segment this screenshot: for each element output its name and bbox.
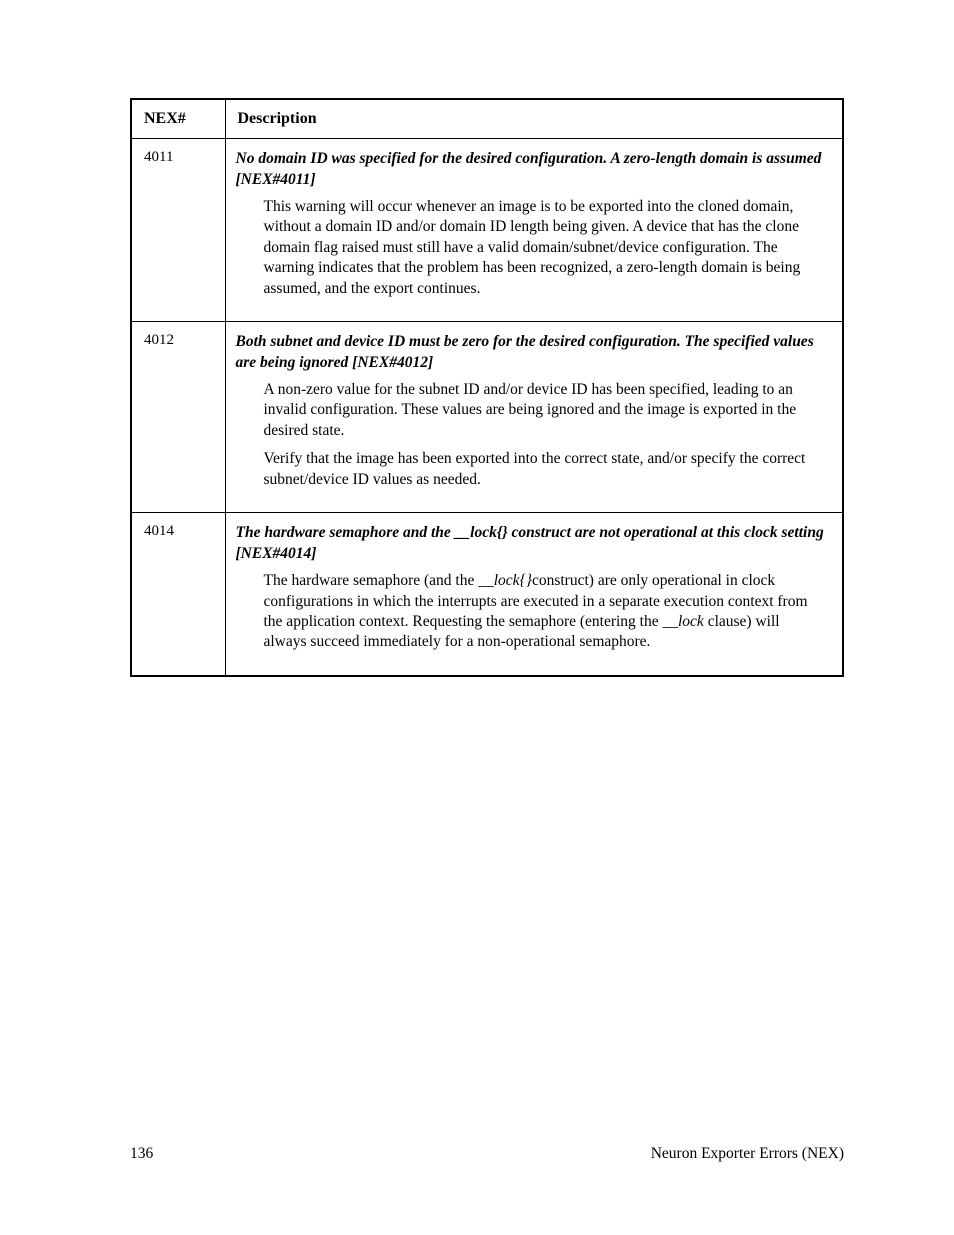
error-table: NEX# Description 4011 No domain ID was s… xyxy=(130,98,844,677)
table-row: 4014 The hardware semaphore and the __lo… xyxy=(131,513,843,676)
section-title: Neuron Exporter Errors (NEX) xyxy=(651,1145,844,1163)
text-run: The hardware semaphore (and the xyxy=(264,572,479,589)
header-description: Description xyxy=(225,99,843,139)
error-para: This warning will occur whenever an imag… xyxy=(264,197,825,299)
error-title: Both subnet and device ID must be zero f… xyxy=(236,332,825,374)
table-row: 4011 No domain ID was specified for the … xyxy=(131,139,843,322)
page-footer: 136 Neuron Exporter Errors (NEX) xyxy=(130,1145,844,1163)
error-para: The hardware semaphore (and the __lock{}… xyxy=(264,571,825,653)
page-number: 136 xyxy=(130,1145,153,1163)
error-title: The hardware semaphore and the __lock{} … xyxy=(236,523,825,565)
error-code: 4012 xyxy=(131,322,225,513)
error-para: Verify that the image has been exported … xyxy=(264,449,825,490)
error-para: A non-zero value for the subnet ID and/o… xyxy=(264,380,825,441)
table-row: 4012 Both subnet and device ID must be z… xyxy=(131,322,843,513)
error-code: 4014 xyxy=(131,513,225,676)
error-description: Both subnet and device ID must be zero f… xyxy=(225,322,843,513)
header-nex: NEX# xyxy=(131,99,225,139)
error-description: The hardware semaphore and the __lock{} … xyxy=(225,513,843,676)
code-italic: __lock{} xyxy=(478,572,532,589)
error-description: No domain ID was specified for the desir… xyxy=(225,139,843,322)
code-italic: __lock xyxy=(663,613,704,630)
error-code: 4011 xyxy=(131,139,225,322)
error-title: No domain ID was specified for the desir… xyxy=(236,149,825,191)
